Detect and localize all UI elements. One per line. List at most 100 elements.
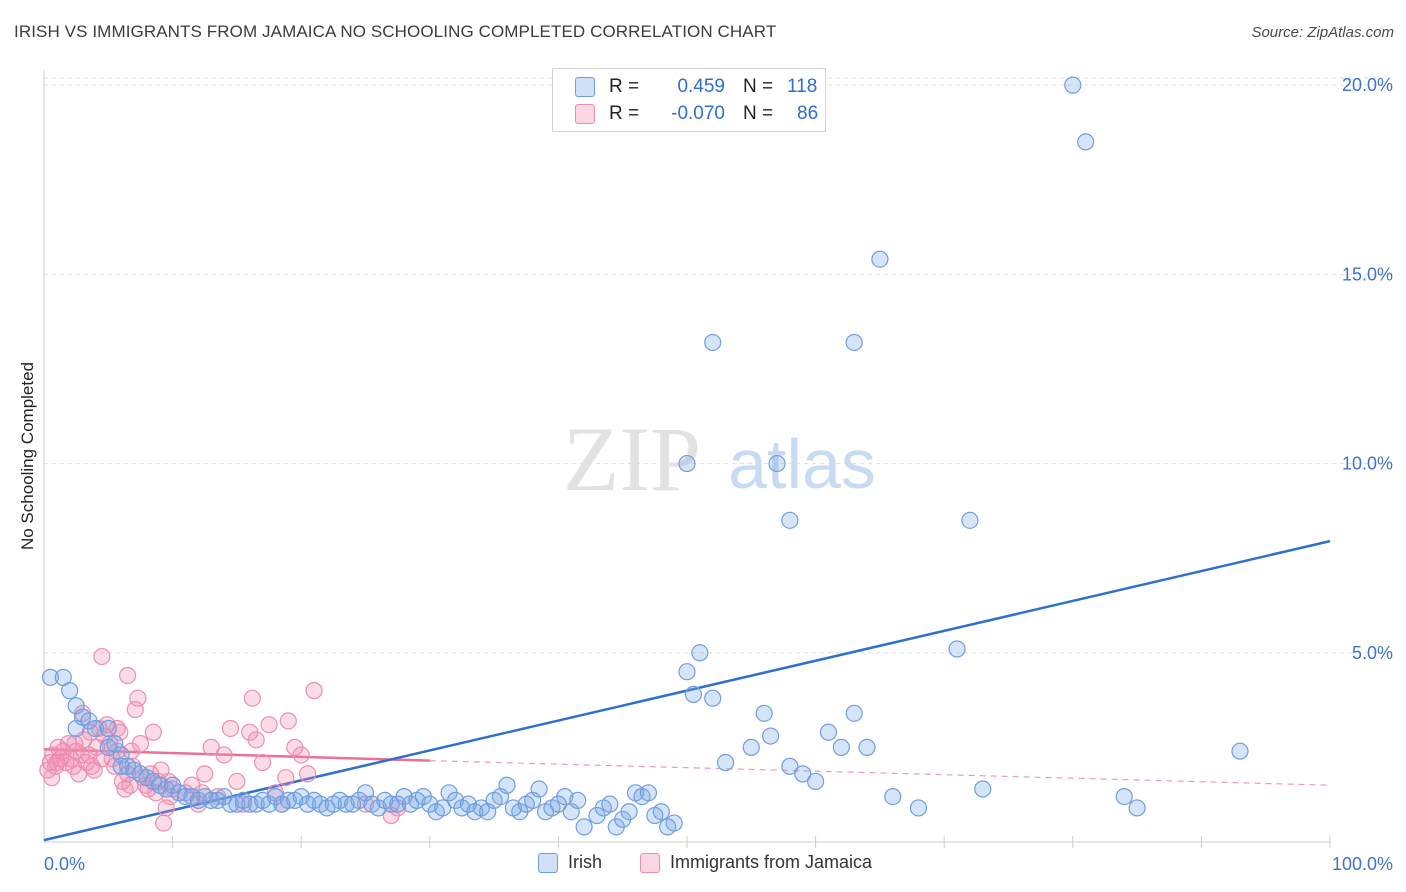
x-tick-label: 100.0% (1332, 854, 1393, 874)
irish-legend-label: Irish (568, 852, 603, 872)
watermark-zip: ZIP (563, 408, 701, 510)
jamaica-point (215, 746, 233, 764)
irish-point (948, 640, 966, 658)
jamaica-point (221, 719, 240, 738)
irish-point (884, 787, 902, 806)
irish-point (691, 644, 709, 662)
irish-point (176, 787, 195, 806)
y-tick-label: 10.0% (1342, 454, 1393, 474)
n-value: 118 (787, 76, 818, 97)
jamaica-point (43, 769, 61, 787)
irish-point (871, 250, 889, 268)
irish-point (575, 818, 593, 836)
irish-point (556, 787, 574, 806)
jamaica-point (196, 765, 214, 783)
irish-point (99, 719, 117, 738)
irish-point (434, 799, 452, 817)
jamaica-point (254, 753, 272, 772)
jamaica-point (129, 689, 147, 707)
jamaica-point (305, 682, 323, 700)
irish-point (1128, 799, 1146, 817)
irish-point (112, 757, 130, 775)
jamaica-point (277, 769, 295, 787)
jamaica-point (144, 723, 162, 741)
r-value: 0.459 (677, 76, 725, 97)
source-label: Source: ZipAtlas.com (1251, 24, 1394, 41)
irish-point (1077, 133, 1095, 151)
jamaica-legend-label: Immigrants from Jamaica (670, 852, 873, 872)
irish-point (781, 511, 799, 529)
irish-point (601, 795, 619, 813)
irish-point (498, 776, 516, 794)
legend-row-jamaica: R = -0.070 N = 86 (575, 101, 818, 127)
y-tick-label: 5.0% (1352, 643, 1393, 663)
chart-title: IRISH VS IMMIGRANTS FROM JAMAICA NO SCHO… (14, 22, 777, 41)
n-value: 86 (797, 103, 819, 124)
jamaica-point (228, 772, 246, 791)
n-label: N = (743, 103, 774, 124)
axes (43, 70, 1330, 843)
irish-points (41, 76, 1249, 836)
jamaica-point (93, 647, 111, 666)
irish-point (569, 791, 587, 809)
irish-point (845, 704, 863, 722)
y-axis-label: No Schooling Completed (18, 361, 37, 551)
r-label: R = (609, 76, 640, 97)
jamaica-trend-dashed (429, 760, 1331, 786)
jamaica-point (48, 753, 66, 772)
irish-point (974, 780, 992, 798)
irish-point (858, 738, 876, 756)
x-tick-label: 0.0% (44, 854, 85, 874)
irish-point (639, 784, 658, 802)
irish-point (704, 333, 722, 352)
jamaica-point (260, 716, 278, 734)
irish-point (755, 704, 773, 722)
irish-point (768, 454, 786, 473)
irish-point (678, 454, 696, 473)
tick-labels: 5.0% 10.0% 15.0% 20.0% 0.0% 100.0% (44, 75, 1393, 874)
stats-legend: R = 0.459 N = 118 R = -0.070 N = 86 (552, 68, 826, 132)
irish-point (61, 682, 79, 700)
jamaica-point (66, 735, 84, 753)
irish-point (806, 772, 825, 791)
irish-point (761, 727, 780, 745)
irish-point (845, 333, 863, 352)
jamaica-point (279, 712, 297, 730)
n-label: N = (743, 76, 774, 97)
irish-point (382, 795, 400, 813)
legend-row-irish: R = 0.459 N = 118 (575, 74, 817, 100)
irish-swatch (575, 77, 595, 97)
irish-point (41, 668, 60, 686)
jamaica-point (157, 799, 175, 817)
jamaica-point (247, 731, 265, 749)
r-value: -0.070 (671, 103, 725, 124)
jamaica-point (234, 795, 252, 813)
irish-legend-swatch (538, 852, 558, 873)
irish-point (716, 753, 735, 772)
irish-point (620, 803, 638, 821)
jamaica-point (202, 738, 220, 756)
legend-item-jamaica[interactable]: Immigrants from Jamaica (640, 852, 872, 873)
jamaica-point (299, 765, 317, 783)
jamaica-point (154, 814, 173, 832)
irish-point (819, 723, 838, 741)
irish-point (781, 757, 799, 775)
jamaica-point (118, 666, 137, 685)
gridlines (44, 77, 1392, 848)
irish-point (1231, 742, 1249, 760)
irish-point (652, 803, 670, 821)
irish-point (530, 780, 548, 798)
irish-point (337, 795, 355, 813)
irish-point (665, 814, 683, 832)
r-label: R = (609, 103, 640, 124)
irish-point (202, 791, 220, 809)
legend-item-irish[interactable]: Irish (538, 852, 602, 873)
jamaica-swatch (575, 104, 595, 124)
irish-point (832, 738, 850, 756)
irish-point (1115, 787, 1133, 806)
irish-point (1064, 76, 1082, 94)
y-tick-label: 20.0% (1342, 75, 1393, 95)
jamaica-point (292, 746, 310, 764)
jamaica-point (243, 689, 261, 707)
